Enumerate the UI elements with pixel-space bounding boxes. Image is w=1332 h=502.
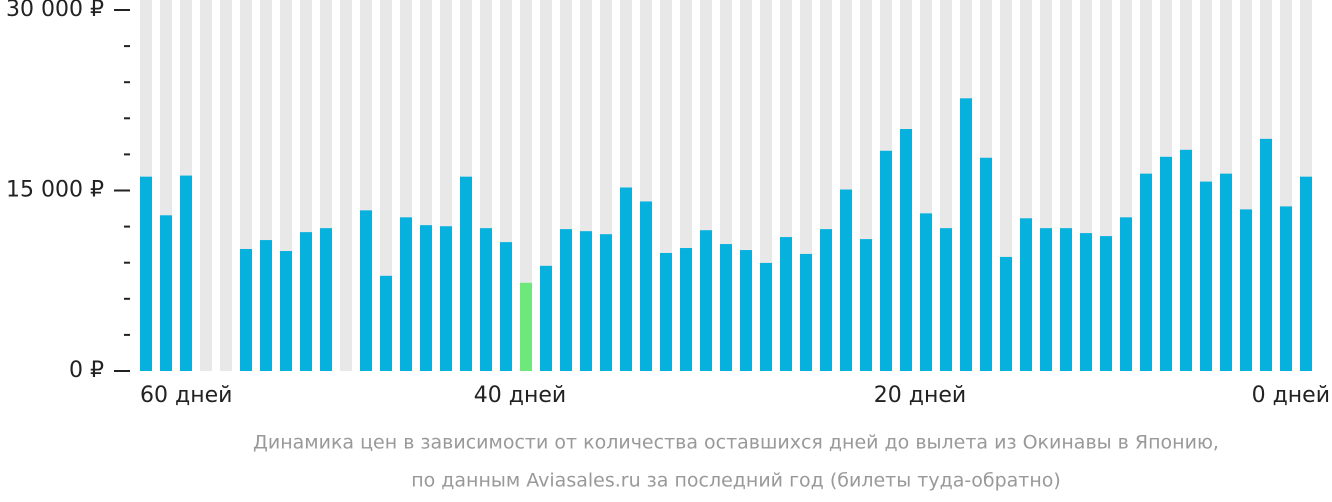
bar (740, 250, 752, 371)
bar (180, 175, 192, 371)
bar (1200, 181, 1212, 371)
bar (960, 98, 972, 371)
bar (400, 217, 412, 371)
bar (680, 248, 692, 371)
bar (440, 226, 452, 371)
x-tick-label: 60 дней (140, 383, 232, 408)
bar (880, 150, 892, 371)
bar (480, 228, 492, 371)
bar (1180, 149, 1192, 371)
bar (140, 176, 152, 371)
bar (360, 210, 372, 371)
bar (760, 262, 772, 371)
bar (600, 234, 612, 371)
stripe (340, 0, 352, 371)
bar (1160, 156, 1172, 371)
bar (380, 275, 392, 371)
bar (1040, 228, 1052, 371)
caption: Динамика цен в зависимости от количества… (253, 432, 1219, 454)
x-tick-label: 0 дней (1252, 383, 1330, 408)
stripe (220, 0, 232, 371)
bar (1020, 218, 1032, 371)
bar (900, 129, 912, 371)
bar (1100, 236, 1112, 371)
bar (660, 252, 672, 371)
bar (1260, 138, 1272, 371)
stripe (520, 0, 532, 371)
bar (320, 228, 332, 371)
bar (460, 176, 472, 371)
bar (800, 253, 812, 371)
bar (1080, 233, 1092, 371)
bar (300, 232, 312, 371)
bar (860, 239, 872, 371)
bar (280, 251, 292, 371)
bar (1300, 176, 1312, 371)
bar (240, 248, 252, 371)
bar (940, 228, 952, 371)
bar (700, 230, 712, 371)
bar (260, 240, 272, 371)
bar (420, 225, 432, 371)
bar (500, 242, 512, 371)
stripe (200, 0, 212, 371)
bar (1060, 228, 1072, 371)
x-tick-label: 40 дней (474, 383, 566, 408)
bar (1220, 173, 1232, 371)
bar (1240, 209, 1252, 371)
bar (920, 213, 932, 371)
bar (160, 215, 172, 371)
y-tick-label: 30 000 ₽ (6, 0, 104, 22)
x-tick-label: 20 дней (874, 383, 966, 408)
bar (1280, 206, 1292, 371)
bar (520, 282, 532, 371)
bar (640, 201, 652, 371)
bar (540, 265, 552, 371)
caption: по данным Aviasales.ru за последний год … (411, 470, 1061, 492)
y-tick-label: 0 ₽ (69, 358, 104, 383)
bar (780, 237, 792, 371)
y-tick-label: 15 000 ₽ (6, 178, 104, 203)
bar (840, 189, 852, 371)
bar (720, 244, 732, 371)
bar (1120, 217, 1132, 371)
bar (980, 157, 992, 371)
bar (820, 229, 832, 371)
bar (1140, 173, 1152, 371)
bar (560, 229, 572, 371)
bar (620, 187, 632, 371)
bar (1000, 256, 1012, 371)
bar (580, 231, 592, 371)
